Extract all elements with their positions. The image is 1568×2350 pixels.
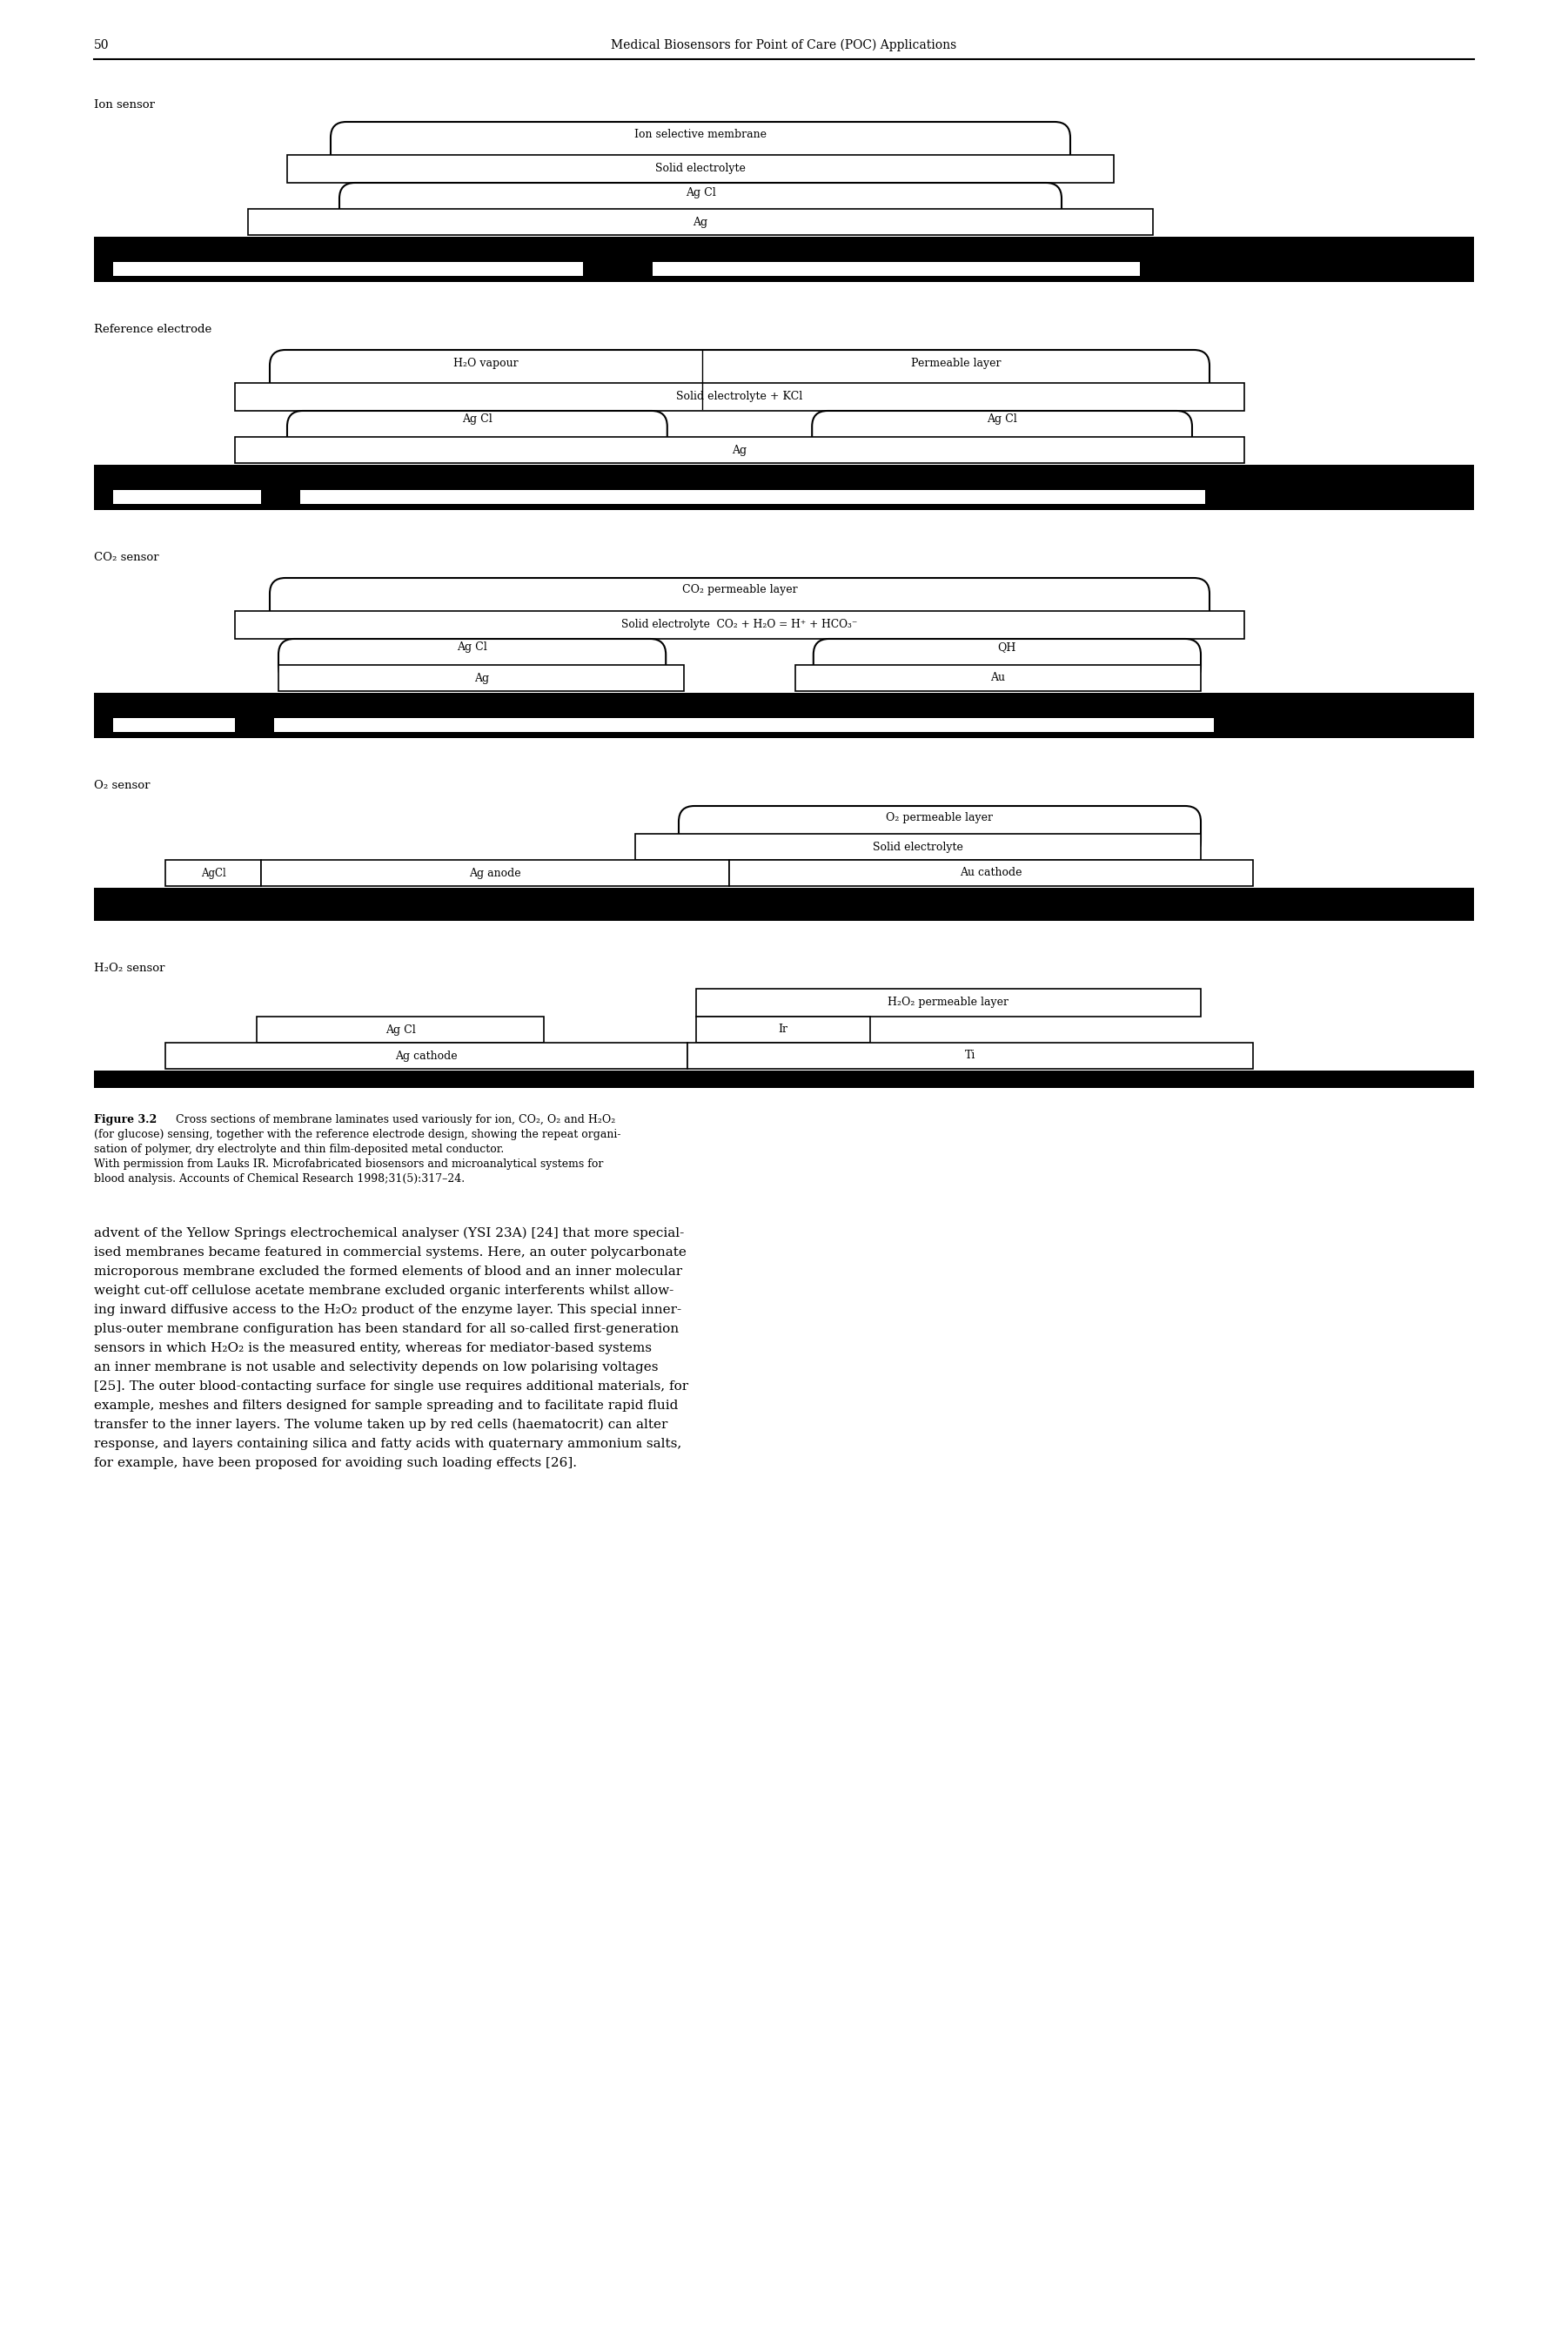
Text: O₂ sensor: O₂ sensor — [94, 780, 151, 792]
Bar — [235, 437, 1245, 463]
FancyBboxPatch shape — [339, 183, 1062, 228]
Bar — [94, 465, 1474, 484]
Text: ised membranes became featured in commercial systems. Here, an outer polycarbona: ised membranes became featured in commer… — [94, 1246, 687, 1260]
Text: O₂ permeable layer: O₂ permeable layer — [886, 811, 993, 822]
Text: 50: 50 — [94, 40, 110, 52]
Text: Ti: Ti — [964, 1050, 975, 1062]
FancyBboxPatch shape — [270, 350, 1209, 409]
Text: microporous membrane excluded the formed elements of blood and an inner molecula: microporous membrane excluded the formed… — [94, 1267, 682, 1278]
Text: Ion sensor: Ion sensor — [94, 99, 155, 110]
Text: for example, have been proposed for avoiding such loading effects [26].: for example, have been proposed for avoi… — [94, 1457, 577, 1469]
Text: blood analysis. Accounts of Chemical Research 1998;31(5):317–24.: blood analysis. Accounts of Chemical Res… — [94, 1173, 464, 1184]
Text: example, meshes and filters designed for sample spreading and to facilitate rapi: example, meshes and filters designed for… — [94, 1401, 679, 1412]
FancyBboxPatch shape — [279, 639, 666, 682]
Text: QH: QH — [997, 642, 1016, 653]
Text: Permeable layer: Permeable layer — [911, 357, 1000, 369]
Bar — [94, 693, 1474, 712]
FancyBboxPatch shape — [270, 578, 1209, 635]
Text: Au: Au — [991, 672, 1005, 684]
FancyBboxPatch shape — [812, 411, 1192, 454]
Text: Solid electrolyte: Solid electrolyte — [873, 841, 963, 853]
Text: Ag anode: Ag anode — [469, 867, 521, 879]
Text: Ag Cl: Ag Cl — [685, 186, 715, 197]
Bar — [635, 834, 1201, 860]
FancyBboxPatch shape — [679, 806, 1201, 855]
Text: Au cathode: Au cathode — [960, 867, 1022, 879]
Text: Ag: Ag — [474, 672, 489, 684]
Bar — [257, 1018, 544, 1043]
Bar — [94, 888, 1474, 905]
Bar — [235, 611, 1245, 639]
Bar — [795, 665, 1201, 691]
Text: plus-outer membrane configuration has been standard for all so-called first-gene: plus-outer membrane configuration has be… — [94, 1323, 679, 1335]
Bar — [299, 489, 1206, 503]
Text: Medical Biosensors for Point of Care (POC) Applications: Medical Biosensors for Point of Care (PO… — [612, 40, 956, 52]
Bar — [235, 383, 1245, 411]
Text: Ag Cl: Ag Cl — [986, 414, 1018, 425]
Bar — [687, 1043, 1253, 1069]
Bar — [287, 155, 1113, 183]
Text: H₂O vapour: H₂O vapour — [453, 357, 519, 369]
Text: transfer to the inner layers. The volume taken up by red cells (haematocrit) can: transfer to the inner layers. The volume… — [94, 1419, 668, 1431]
Text: CO₂ permeable layer: CO₂ permeable layer — [682, 585, 797, 597]
Text: sation of polymer, dry electrolyte and thin film-deposited metal conductor.: sation of polymer, dry electrolyte and t… — [94, 1144, 503, 1154]
Bar — [94, 1072, 1474, 1088]
Text: Ir: Ir — [778, 1025, 787, 1036]
Text: ing inward diffusive access to the H₂O₂ product of the enzyme layer. This specia: ing inward diffusive access to the H₂O₂ … — [94, 1304, 682, 1316]
Bar — [94, 237, 1474, 256]
Bar — [248, 209, 1152, 235]
Text: Ag Cl: Ag Cl — [386, 1025, 416, 1036]
Bar — [113, 717, 235, 733]
Bar — [165, 1043, 687, 1069]
Text: an inner membrane is not usable and selectivity depends on low polarising voltag: an inner membrane is not usable and sele… — [94, 1361, 659, 1372]
Text: Solid electrolyte  CO₂ + H₂O = H⁺ + HCO₃⁻: Solid electrolyte CO₂ + H₂O = H⁺ + HCO₃⁻ — [621, 620, 858, 630]
Text: weight cut-off cellulose acetate membrane excluded organic interferents whilst a: weight cut-off cellulose acetate membran… — [94, 1285, 674, 1297]
Bar — [260, 860, 729, 886]
Bar — [94, 712, 1474, 738]
Text: advent of the Yellow Springs electrochemical analyser (YSI 23A) [24] that more s: advent of the Yellow Springs electrochem… — [94, 1227, 684, 1241]
Text: Cross sections of membrane laminates used variously for ion, CO₂, O₂ and H₂O₂: Cross sections of membrane laminates use… — [172, 1114, 615, 1126]
Text: Solid electrolyte: Solid electrolyte — [655, 162, 746, 174]
Text: With permission from Lauks IR. Microfabricated biosensors and microanalytical sy: With permission from Lauks IR. Microfabr… — [94, 1159, 604, 1170]
Bar — [165, 860, 260, 886]
Bar — [696, 1018, 870, 1043]
Text: AgCl: AgCl — [201, 867, 226, 879]
Text: Ion selective membrane: Ion selective membrane — [635, 129, 767, 139]
Bar — [94, 484, 1474, 510]
Text: CO₂ sensor: CO₂ sensor — [94, 552, 158, 564]
Bar — [113, 489, 260, 503]
Bar — [696, 989, 1201, 1018]
Bar — [729, 860, 1253, 886]
Bar — [274, 717, 1214, 733]
Text: Ag: Ag — [732, 444, 746, 456]
Text: Ag Cl: Ag Cl — [456, 642, 488, 653]
Bar — [279, 665, 684, 691]
FancyBboxPatch shape — [331, 122, 1071, 179]
Text: Ag Cl: Ag Cl — [463, 414, 492, 425]
Bar — [94, 905, 1474, 921]
Bar — [113, 261, 583, 275]
Bar — [652, 261, 1140, 275]
Text: (for glucose) sensing, together with the reference electrode design, showing the: (for glucose) sensing, together with the… — [94, 1128, 621, 1140]
Text: sensors in which H₂O₂ is the measured entity, whereas for mediator-based systems: sensors in which H₂O₂ is the measured en… — [94, 1342, 652, 1354]
FancyBboxPatch shape — [814, 639, 1201, 682]
Text: Figure 3.2: Figure 3.2 — [94, 1114, 157, 1126]
Text: response, and layers containing silica and fatty acids with quaternary ammonium : response, and layers containing silica a… — [94, 1438, 682, 1450]
Text: H₂O₂ permeable layer: H₂O₂ permeable layer — [887, 996, 1008, 1008]
Bar — [94, 256, 1474, 282]
Text: Reference electrode: Reference electrode — [94, 324, 212, 336]
Text: Ag: Ag — [693, 216, 707, 228]
FancyBboxPatch shape — [287, 411, 668, 454]
Text: Solid electrolyte + KCl: Solid electrolyte + KCl — [676, 390, 803, 402]
Text: [25]. The outer blood-contacting surface for single use requires additional mate: [25]. The outer blood-contacting surface… — [94, 1379, 688, 1394]
Text: Ag cathode: Ag cathode — [395, 1050, 458, 1062]
Text: H₂O₂ sensor: H₂O₂ sensor — [94, 964, 165, 975]
